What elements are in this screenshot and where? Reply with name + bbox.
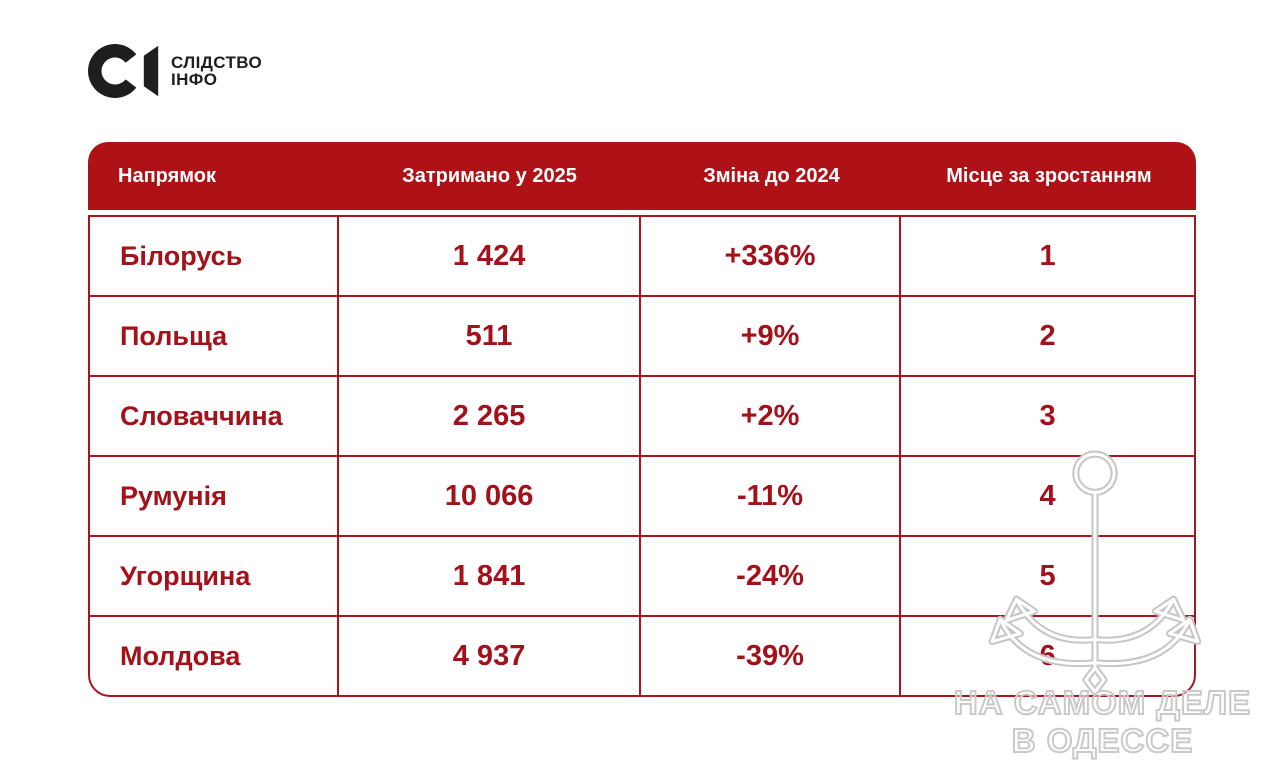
direction-cell: Молдова — [90, 617, 340, 695]
change-cell: -39% — [641, 617, 902, 695]
header-detained-2025: Затримано у 2025 — [402, 164, 577, 187]
detained-cell: 511 — [339, 297, 641, 375]
slidstvo-info-logo: СЛІДСТВО ІНФО — [88, 44, 262, 98]
table-row: Польща 511 +9% 2 — [90, 295, 1194, 375]
change-cell: -11% — [641, 457, 902, 535]
table-row: Молдова 4 937 -39% 6 — [90, 615, 1194, 695]
logo-line-1: СЛІДСТВО — [171, 52, 263, 72]
rank-cell: 5 — [1039, 559, 1056, 592]
rank-cell: 2 — [1039, 319, 1056, 352]
table-row: Угорщина 1 841 -24% 5 — [90, 535, 1194, 615]
change-cell: +2% — [641, 377, 902, 455]
header-rank-growth: Місце за зростанням — [946, 164, 1152, 187]
table-row: Румунія 10 066 -11% 4 — [90, 455, 1194, 535]
detained-cell: 1 424 — [339, 217, 641, 295]
rank-cell: 1 — [1039, 239, 1056, 272]
rank-cell: 4 — [1039, 479, 1056, 512]
header-change-2024: Зміна до 2024 — [703, 164, 840, 187]
change-cell: +9% — [641, 297, 902, 375]
detained-cell: 4 937 — [339, 617, 641, 695]
detained-cell: 1 841 — [339, 537, 641, 615]
direction-cell: Румунія — [90, 457, 340, 535]
direction-cell: Білорусь — [90, 217, 340, 295]
direction-cell: Словаччина — [90, 377, 340, 455]
detentions-table: Напрямок Затримано у 2025 Зміна до 2024 … — [88, 142, 1196, 697]
rank-cell: 3 — [1039, 399, 1056, 432]
change-cell: +336% — [641, 217, 902, 295]
table-header-row: Напрямок Затримано у 2025 Зміна до 2024 … — [88, 142, 1196, 210]
table-row: Словаччина 2 265 +2% 3 — [90, 375, 1194, 455]
rank-cell: 6 — [1039, 639, 1056, 672]
logo-wordmark: СЛІДСТВО ІНФО — [171, 52, 263, 89]
logo-line-2: ІНФО — [171, 70, 218, 89]
table-row: Білорусь 1 424 +336% 1 — [90, 217, 1194, 295]
watermark-text-line2: В ОДЕССЕ — [1011, 721, 1194, 760]
header-direction: Напрямок — [118, 164, 217, 187]
direction-cell: Польща — [90, 297, 340, 375]
direction-cell: Угорщина — [90, 537, 340, 615]
table-body: Білорусь 1 424 +336% 1 Польща 511 +9% 2 … — [88, 215, 1196, 697]
change-cell: -24% — [641, 537, 902, 615]
slidstvo-info-logo-icon — [88, 44, 159, 98]
detained-cell: 2 265 — [339, 377, 641, 455]
detained-cell: 10 066 — [339, 457, 641, 535]
